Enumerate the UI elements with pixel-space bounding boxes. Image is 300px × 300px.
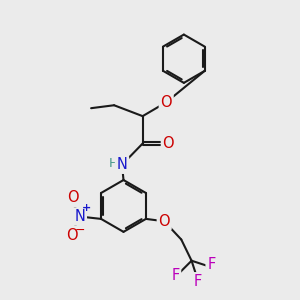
Text: O: O [66, 228, 78, 243]
Text: −: − [75, 224, 85, 237]
Text: O: O [162, 136, 174, 151]
Text: N: N [74, 209, 85, 224]
Text: O: O [158, 214, 170, 229]
Text: H: H [109, 157, 119, 170]
Text: F: F [193, 274, 202, 289]
Text: F: F [171, 268, 179, 283]
Text: F: F [207, 257, 215, 272]
Text: O: O [67, 190, 78, 206]
Text: +: + [82, 203, 91, 213]
Text: N: N [117, 157, 128, 172]
Text: O: O [160, 95, 172, 110]
